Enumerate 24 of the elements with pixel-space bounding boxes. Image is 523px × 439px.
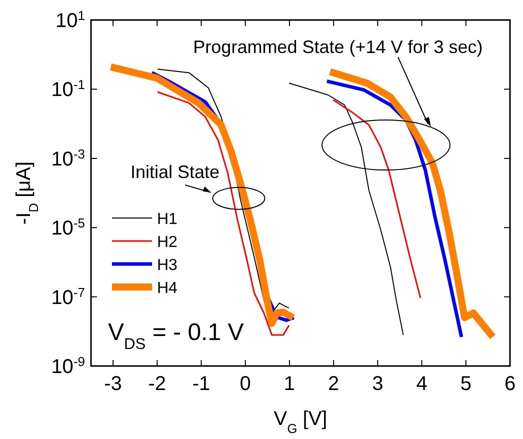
x-tick-label: 5 [460, 373, 472, 395]
annotation: Initial State [130, 162, 220, 182]
x-tick-label: 2 [328, 373, 340, 395]
x-tick-label: 6 [504, 373, 516, 395]
x-tick-label: 1 [284, 373, 296, 395]
x-tick-label: -2 [148, 373, 166, 395]
x-axis-title: V$_{G}$ [V] [274, 408, 328, 436]
x-tick-label: 3 [372, 373, 384, 395]
x-tick-label: 4 [416, 373, 428, 395]
y-tick-label: 10$^{-9}$ [51, 354, 85, 378]
y-tick-label: 10$^{1}$ [56, 8, 85, 32]
x-tick-label: -1 [192, 373, 210, 395]
y-tick-label: 10$^{-7}$ [51, 284, 85, 309]
legend-label: H1 [157, 211, 178, 228]
legend-label: H2 [157, 234, 178, 251]
y-tick-label: 10$^{-1}$ [51, 76, 85, 102]
annotation: V$_{DS}$ = - 0.1 V [108, 319, 244, 352]
annotation: Programmed State (+14 V for 3 sec) [193, 37, 483, 57]
x-tick-label: -3 [104, 373, 122, 395]
y-tick-label: 10$^{-3}$ [51, 146, 85, 170]
y-tick-label: 10$^{-5}$ [51, 215, 85, 240]
x-tick-label: 0 [240, 373, 251, 395]
legend-label: H4 [157, 280, 178, 297]
legend-label: H3 [157, 257, 178, 274]
